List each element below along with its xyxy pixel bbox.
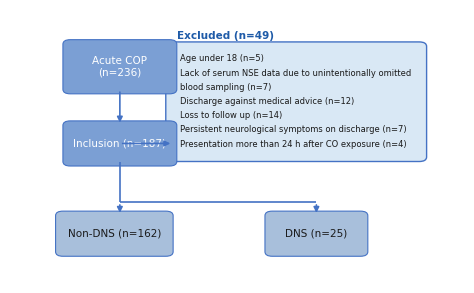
Text: blood sampling (n=7): blood sampling (n=7)	[181, 83, 272, 92]
Text: Discharge against medical advice (n=12): Discharge against medical advice (n=12)	[181, 97, 355, 106]
Text: Inclusion (n=187): Inclusion (n=187)	[73, 139, 166, 149]
Text: Persistent neurological symptoms on discharge (n=7): Persistent neurological symptoms on disc…	[181, 125, 407, 134]
Text: DNS (n=25): DNS (n=25)	[285, 229, 347, 239]
Text: Loss to follow up (n=14): Loss to follow up (n=14)	[181, 111, 283, 120]
FancyBboxPatch shape	[63, 40, 177, 94]
Text: Age under 18 (n=5): Age under 18 (n=5)	[181, 54, 264, 63]
FancyBboxPatch shape	[55, 211, 173, 256]
Text: Acute COP
(n=236): Acute COP (n=236)	[92, 56, 147, 78]
FancyBboxPatch shape	[265, 211, 368, 256]
Text: Excluded (n=49): Excluded (n=49)	[177, 31, 274, 41]
Text: Non-DNS (n=162): Non-DNS (n=162)	[68, 229, 161, 239]
Text: Presentation more than 24 h after CO exposure (n=4): Presentation more than 24 h after CO exp…	[181, 140, 407, 149]
FancyBboxPatch shape	[63, 121, 177, 166]
Text: Lack of serum NSE data due to unintentionally omitted: Lack of serum NSE data due to unintentio…	[181, 69, 412, 78]
FancyBboxPatch shape	[166, 42, 427, 161]
